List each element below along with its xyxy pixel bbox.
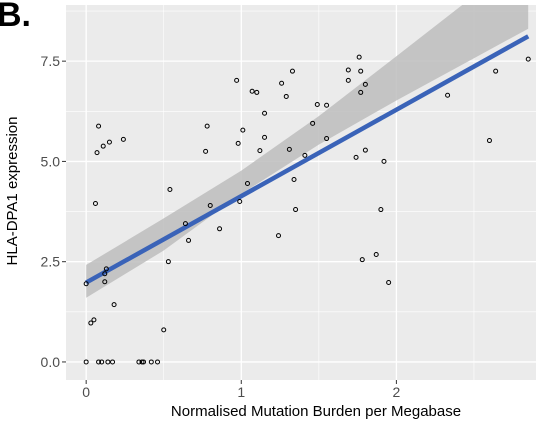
data-point xyxy=(262,134,268,140)
data-point xyxy=(445,92,451,98)
data-point xyxy=(88,320,94,326)
data-point xyxy=(293,207,299,213)
confidence-band xyxy=(86,5,529,298)
data-point xyxy=(359,257,365,263)
data-point xyxy=(136,359,142,365)
data-point xyxy=(94,150,100,156)
data-point xyxy=(207,203,213,209)
data-point xyxy=(486,138,492,144)
data-point xyxy=(99,359,105,365)
data-point xyxy=(356,54,362,60)
fit-line-layer xyxy=(85,34,530,285)
data-point xyxy=(345,77,351,83)
data-point xyxy=(314,101,320,107)
plot-panel xyxy=(66,5,536,380)
data-point xyxy=(262,110,268,116)
data-point xyxy=(358,89,364,95)
panel-letter: B. xyxy=(0,0,31,34)
data-point xyxy=(386,280,392,286)
axis-layer: 0.0 2.5 5.0 7.5 0 1 2 xyxy=(41,53,401,400)
data-point xyxy=(139,359,145,365)
data-point xyxy=(240,127,246,133)
data-point xyxy=(96,123,102,129)
data-point xyxy=(286,146,292,152)
data-point xyxy=(279,80,285,86)
data-point xyxy=(91,317,97,323)
data-point xyxy=(362,81,368,87)
data-point xyxy=(83,281,89,287)
data-point xyxy=(203,148,209,154)
data-point xyxy=(167,186,173,192)
data-point xyxy=(182,221,188,227)
data-point xyxy=(235,140,241,146)
data-point xyxy=(161,327,167,333)
data-point xyxy=(283,93,289,99)
data-point xyxy=(310,120,316,126)
data-point xyxy=(381,158,387,164)
x-tick-label: 2 xyxy=(392,384,400,400)
data-point xyxy=(302,152,308,158)
data-point xyxy=(289,68,295,74)
data-point xyxy=(103,266,109,272)
data-point xyxy=(244,180,250,186)
regression-line xyxy=(85,34,530,285)
data-point xyxy=(111,302,117,308)
data-point xyxy=(155,359,161,365)
y-tick-label: 7.5 xyxy=(41,53,61,69)
data-point xyxy=(141,359,147,365)
x-axis-title: Normalised Mutation Burden per Megabase xyxy=(171,403,461,420)
data-point xyxy=(249,88,255,94)
data-point xyxy=(276,233,282,239)
data-point xyxy=(234,77,240,83)
y-tick-label: 2.5 xyxy=(41,254,61,270)
data-point xyxy=(204,123,210,129)
x-tick-label: 0 xyxy=(82,384,90,400)
data-point xyxy=(92,201,98,207)
y-tick-label: 0.0 xyxy=(41,354,61,370)
data-point xyxy=(257,148,263,154)
data-point xyxy=(237,199,243,205)
data-point xyxy=(100,143,106,149)
data-point xyxy=(493,68,499,74)
data-point xyxy=(378,207,384,213)
data-point xyxy=(96,359,102,365)
data-point xyxy=(102,279,108,285)
data-point xyxy=(324,102,330,108)
data-point xyxy=(345,67,351,73)
data-point xyxy=(217,226,223,232)
data-point xyxy=(165,259,171,265)
y-axis-title: HLA-DPA1 expression xyxy=(4,117,21,266)
y-tick-label: 5.0 xyxy=(41,153,61,169)
confidence-band-layer xyxy=(86,5,529,298)
data-point xyxy=(105,359,111,365)
data-point xyxy=(254,89,260,95)
x-tick-label: 1 xyxy=(237,384,245,400)
data-point xyxy=(324,136,330,142)
data-point xyxy=(102,271,108,277)
data-point xyxy=(362,147,368,153)
data-point xyxy=(291,176,297,182)
data-point xyxy=(148,359,154,365)
data-point xyxy=(353,154,359,160)
data-point xyxy=(110,359,116,365)
data-point xyxy=(186,237,192,243)
points-layer xyxy=(83,54,531,365)
data-point xyxy=(525,56,531,62)
data-point xyxy=(83,359,89,365)
data-point xyxy=(106,139,112,145)
data-point xyxy=(358,68,364,74)
data-point xyxy=(120,136,126,142)
data-point xyxy=(373,251,379,257)
